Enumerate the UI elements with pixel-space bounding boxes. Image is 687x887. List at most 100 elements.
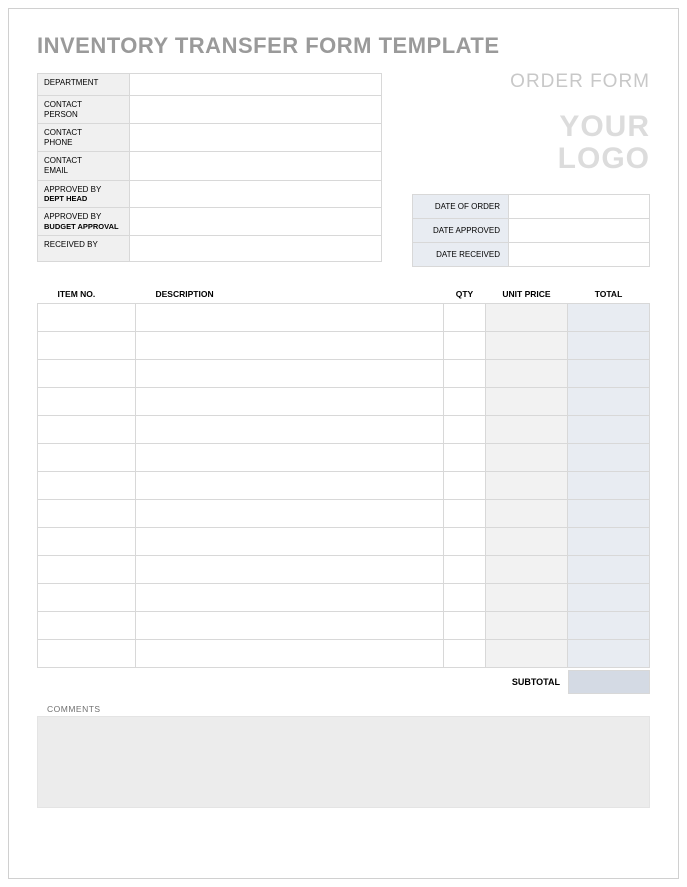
cell-unit-price[interactable] bbox=[486, 500, 568, 528]
date-value[interactable] bbox=[509, 195, 650, 219]
item-row bbox=[38, 500, 650, 528]
cell-description[interactable] bbox=[136, 332, 444, 360]
cell-total[interactable] bbox=[568, 332, 650, 360]
info-value[interactable] bbox=[130, 208, 382, 236]
cell-qty[interactable] bbox=[444, 332, 486, 360]
info-value[interactable] bbox=[130, 74, 382, 96]
logo-line-2: LOGO bbox=[558, 142, 650, 175]
cell-total[interactable] bbox=[568, 556, 650, 584]
comments-input[interactable] bbox=[37, 716, 650, 808]
items-table: ITEM NO. DESCRIPTION QTY UNIT PRICE TOTA… bbox=[37, 285, 650, 668]
info-row: CONTACTEMAIL bbox=[38, 152, 382, 180]
cell-qty[interactable] bbox=[444, 444, 486, 472]
cell-item-no[interactable] bbox=[38, 612, 136, 640]
cell-total[interactable] bbox=[568, 584, 650, 612]
cell-item-no[interactable] bbox=[38, 388, 136, 416]
cell-description[interactable] bbox=[136, 640, 444, 668]
cell-unit-price[interactable] bbox=[486, 556, 568, 584]
cell-unit-price[interactable] bbox=[486, 388, 568, 416]
cell-item-no[interactable] bbox=[38, 472, 136, 500]
cell-unit-price[interactable] bbox=[486, 584, 568, 612]
item-row bbox=[38, 556, 650, 584]
cell-qty[interactable] bbox=[444, 388, 486, 416]
cell-item-no[interactable] bbox=[38, 332, 136, 360]
info-value[interactable] bbox=[130, 96, 382, 124]
item-row bbox=[38, 304, 650, 332]
cell-unit-price[interactable] bbox=[486, 640, 568, 668]
item-row bbox=[38, 640, 650, 668]
cell-total[interactable] bbox=[568, 640, 650, 668]
cell-total[interactable] bbox=[568, 388, 650, 416]
cell-item-no[interactable] bbox=[38, 584, 136, 612]
date-table: DATE OF ORDERDATE APPROVEDDATE RECEIVED bbox=[412, 194, 650, 267]
cell-unit-price[interactable] bbox=[486, 360, 568, 388]
info-value[interactable] bbox=[130, 152, 382, 180]
cell-qty[interactable] bbox=[444, 584, 486, 612]
cell-unit-price[interactable] bbox=[486, 612, 568, 640]
header-item-no: ITEM NO. bbox=[38, 285, 136, 304]
date-value[interactable] bbox=[509, 243, 650, 267]
cell-description[interactable] bbox=[136, 500, 444, 528]
cell-description[interactable] bbox=[136, 584, 444, 612]
cell-total[interactable] bbox=[568, 360, 650, 388]
cell-unit-price[interactable] bbox=[486, 444, 568, 472]
cell-qty[interactable] bbox=[444, 304, 486, 332]
cell-total[interactable] bbox=[568, 472, 650, 500]
cell-qty[interactable] bbox=[444, 472, 486, 500]
cell-total[interactable] bbox=[568, 444, 650, 472]
cell-unit-price[interactable] bbox=[486, 416, 568, 444]
subtotal-value[interactable] bbox=[568, 670, 650, 694]
contact-info-block: DEPARTMENTCONTACTPERSONCONTACTPHONECONTA… bbox=[37, 73, 382, 267]
date-label: DATE APPROVED bbox=[413, 219, 509, 243]
cell-item-no[interactable] bbox=[38, 556, 136, 584]
date-value[interactable] bbox=[509, 219, 650, 243]
item-row bbox=[38, 528, 650, 556]
item-row bbox=[38, 584, 650, 612]
cell-description[interactable] bbox=[136, 304, 444, 332]
info-value[interactable] bbox=[130, 180, 382, 208]
cell-item-no[interactable] bbox=[38, 360, 136, 388]
cell-total[interactable] bbox=[568, 528, 650, 556]
info-label: CONTACTPERSON bbox=[38, 96, 130, 124]
cell-qty[interactable] bbox=[444, 640, 486, 668]
info-row: CONTACTPHONE bbox=[38, 124, 382, 152]
cell-qty[interactable] bbox=[444, 416, 486, 444]
subtotal-label: SUBTOTAL bbox=[512, 677, 568, 687]
cell-item-no[interactable] bbox=[38, 640, 136, 668]
cell-total[interactable] bbox=[568, 612, 650, 640]
info-value[interactable] bbox=[130, 235, 382, 261]
cell-total[interactable] bbox=[568, 304, 650, 332]
cell-qty[interactable] bbox=[444, 612, 486, 640]
info-row: CONTACTPERSON bbox=[38, 96, 382, 124]
cell-unit-price[interactable] bbox=[486, 528, 568, 556]
cell-description[interactable] bbox=[136, 528, 444, 556]
cell-qty[interactable] bbox=[444, 360, 486, 388]
cell-item-no[interactable] bbox=[38, 528, 136, 556]
cell-unit-price[interactable] bbox=[486, 304, 568, 332]
cell-item-no[interactable] bbox=[38, 500, 136, 528]
cell-description[interactable] bbox=[136, 612, 444, 640]
date-label: DATE RECEIVED bbox=[413, 243, 509, 267]
cell-description[interactable] bbox=[136, 416, 444, 444]
cell-item-no[interactable] bbox=[38, 444, 136, 472]
cell-unit-price[interactable] bbox=[486, 332, 568, 360]
cell-total[interactable] bbox=[568, 416, 650, 444]
cell-description[interactable] bbox=[136, 556, 444, 584]
order-form-label: ORDER FORM bbox=[510, 71, 650, 93]
cell-total[interactable] bbox=[568, 500, 650, 528]
cell-description[interactable] bbox=[136, 360, 444, 388]
cell-qty[interactable] bbox=[444, 556, 486, 584]
cell-item-no[interactable] bbox=[38, 416, 136, 444]
cell-description[interactable] bbox=[136, 444, 444, 472]
cell-unit-price[interactable] bbox=[486, 472, 568, 500]
info-value[interactable] bbox=[130, 124, 382, 152]
header-description: DESCRIPTION bbox=[136, 285, 444, 304]
cell-description[interactable] bbox=[136, 472, 444, 500]
cell-description[interactable] bbox=[136, 388, 444, 416]
contact-info-table: DEPARTMENTCONTACTPERSONCONTACTPHONECONTA… bbox=[37, 73, 382, 262]
cell-qty[interactable] bbox=[444, 528, 486, 556]
cell-qty[interactable] bbox=[444, 500, 486, 528]
cell-item-no[interactable] bbox=[38, 304, 136, 332]
comments-label: COMMENTS bbox=[47, 704, 650, 714]
info-row: RECEIVED BY bbox=[38, 235, 382, 261]
